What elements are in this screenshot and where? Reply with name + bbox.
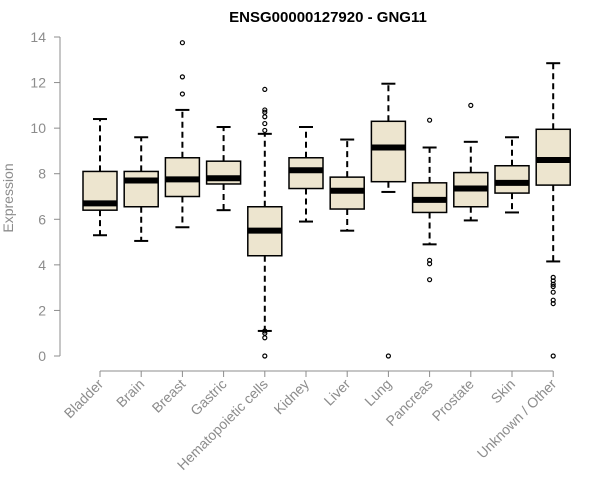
x-tick-label: Liver <box>321 376 354 409</box>
y-tick-label: 6 <box>38 211 46 227</box>
box-5 <box>247 86 283 359</box>
box-10 <box>453 102 489 222</box>
box-12 <box>535 62 571 359</box>
outlier-point <box>550 274 556 280</box>
outlier-point <box>427 277 433 283</box>
box-6 <box>288 126 324 223</box>
box-series <box>82 40 571 359</box>
y-axis: 0 2 4 6 8 10 12 14 <box>30 29 61 364</box>
outlier-point <box>427 117 433 123</box>
outlier-point <box>550 353 556 359</box>
y-tick-label: 10 <box>30 120 46 136</box>
y-tick-label: 12 <box>30 75 46 91</box>
y-tick-label: 8 <box>38 166 46 182</box>
y-tick-label: 0 <box>38 348 46 364</box>
outlier-point <box>262 330 268 336</box>
outlier-point <box>262 109 268 115</box>
box-8 <box>370 82 407 359</box>
x-tick-label: Prostate <box>429 376 477 424</box>
box-11 <box>494 136 530 214</box>
outlier-point <box>179 91 185 97</box>
outlier-point <box>262 120 268 127</box>
outlier-point <box>550 297 556 303</box>
x-tick-label: Brain <box>113 376 147 410</box>
outlier-point <box>550 283 556 290</box>
outlier-point <box>179 74 185 80</box>
y-tick-label: 14 <box>30 29 46 45</box>
box-9 <box>411 117 448 283</box>
outlier-point <box>262 328 268 334</box>
outlier-point <box>262 335 268 341</box>
y-tick-label: 4 <box>38 257 46 273</box>
box-iqr <box>370 120 407 183</box>
outlier-point <box>262 114 268 120</box>
box-4 <box>205 126 242 212</box>
x-tick-label: Kidney <box>271 376 313 418</box>
outlier-point <box>262 353 268 359</box>
box-1 <box>82 118 118 237</box>
outlier-point <box>385 353 391 359</box>
box-7 <box>329 138 365 232</box>
y-axis-label: Expression <box>0 163 16 232</box>
x-tick-label: Skin <box>488 376 519 407</box>
outlier-point <box>262 127 268 134</box>
x-tick-label: Bladder <box>61 376 107 422</box>
box-iqr <box>123 170 159 208</box>
outlier-point <box>468 102 474 108</box>
outlier-point <box>262 86 268 93</box>
box-3 <box>164 40 201 229</box>
outlier-point <box>262 107 268 113</box>
outlier-point <box>550 289 556 295</box>
box-2 <box>123 136 159 242</box>
box-iqr <box>494 164 530 194</box>
y-tick-label: 2 <box>38 302 46 318</box>
x-tick-label: Lung <box>361 376 394 409</box>
x-tick-label: Breast <box>149 376 189 416</box>
outlier-point <box>427 257 433 263</box>
outlier-point <box>179 40 185 46</box>
chart-title: ENSG00000127920 - GNG11 <box>229 9 427 26</box>
